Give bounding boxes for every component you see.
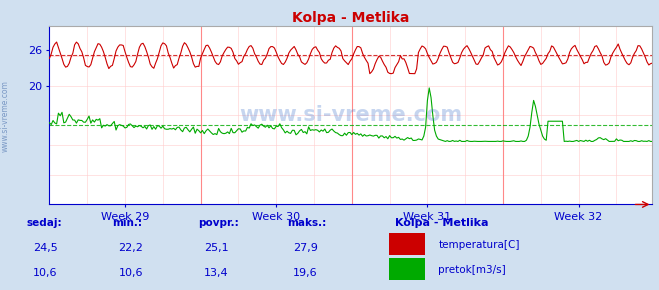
Text: www.si-vreme.com: www.si-vreme.com [1,80,10,152]
Title: Kolpa - Metlika: Kolpa - Metlika [292,11,410,25]
Text: temperatura[C]: temperatura[C] [438,240,520,250]
Text: sedaj:: sedaj: [26,218,62,228]
Text: povpr.:: povpr.: [198,218,239,228]
Text: min.:: min.: [112,218,142,228]
Text: 24,5: 24,5 [33,243,58,253]
Bar [389,258,425,280]
Bar [389,233,425,255]
Text: 13,4: 13,4 [204,268,229,278]
Text: Kolpa - Metlika: Kolpa - Metlika [395,218,489,228]
Text: maks.:: maks.: [287,218,326,228]
Text: 22,2: 22,2 [119,243,144,253]
Text: 19,6: 19,6 [293,268,318,278]
Text: pretok[m3/s]: pretok[m3/s] [438,265,506,275]
Text: www.si-vreme.com: www.si-vreme.com [239,105,463,125]
Text: 10,6: 10,6 [119,268,143,278]
Text: 10,6: 10,6 [33,268,57,278]
Text: 27,9: 27,9 [293,243,318,253]
Text: 25,1: 25,1 [204,243,229,253]
